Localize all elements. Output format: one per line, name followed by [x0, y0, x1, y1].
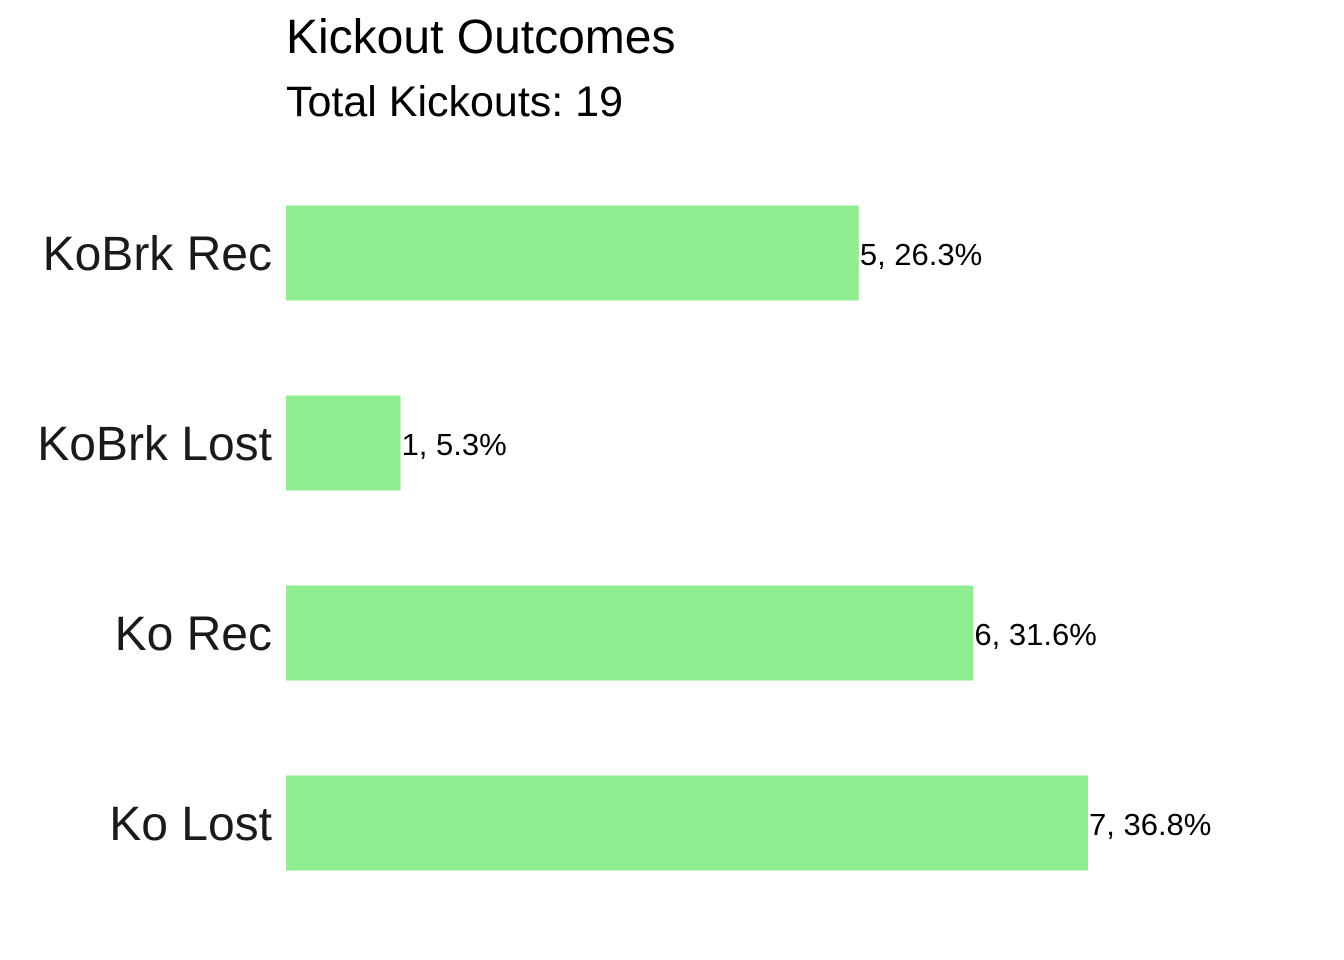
category-label: Ko Lost [109, 798, 272, 851]
chart-title: Kickout Outcomes [286, 11, 675, 64]
bar [286, 395, 401, 491]
data-label: 5, 26.3% [860, 237, 982, 272]
bar-group [286, 205, 1088, 871]
category-labels: KoBrk Rec KoBrk Lost Ko Rec Ko Lost [37, 228, 272, 851]
data-label: 7, 36.8% [1089, 807, 1211, 842]
data-labels: 5, 26.3% 1, 5.3% 6, 31.6% 7, 36.8% [402, 237, 1212, 842]
bar [286, 585, 974, 681]
data-label: 6, 31.6% [974, 617, 1096, 652]
bar [286, 775, 1088, 871]
category-label: KoBrk Lost [37, 418, 272, 471]
category-label: Ko Rec [115, 608, 272, 661]
category-label: KoBrk Rec [43, 228, 272, 281]
data-label: 1, 5.3% [402, 427, 507, 462]
chart-subtitle: Total Kickouts: 19 [286, 78, 623, 126]
bar [286, 205, 859, 301]
